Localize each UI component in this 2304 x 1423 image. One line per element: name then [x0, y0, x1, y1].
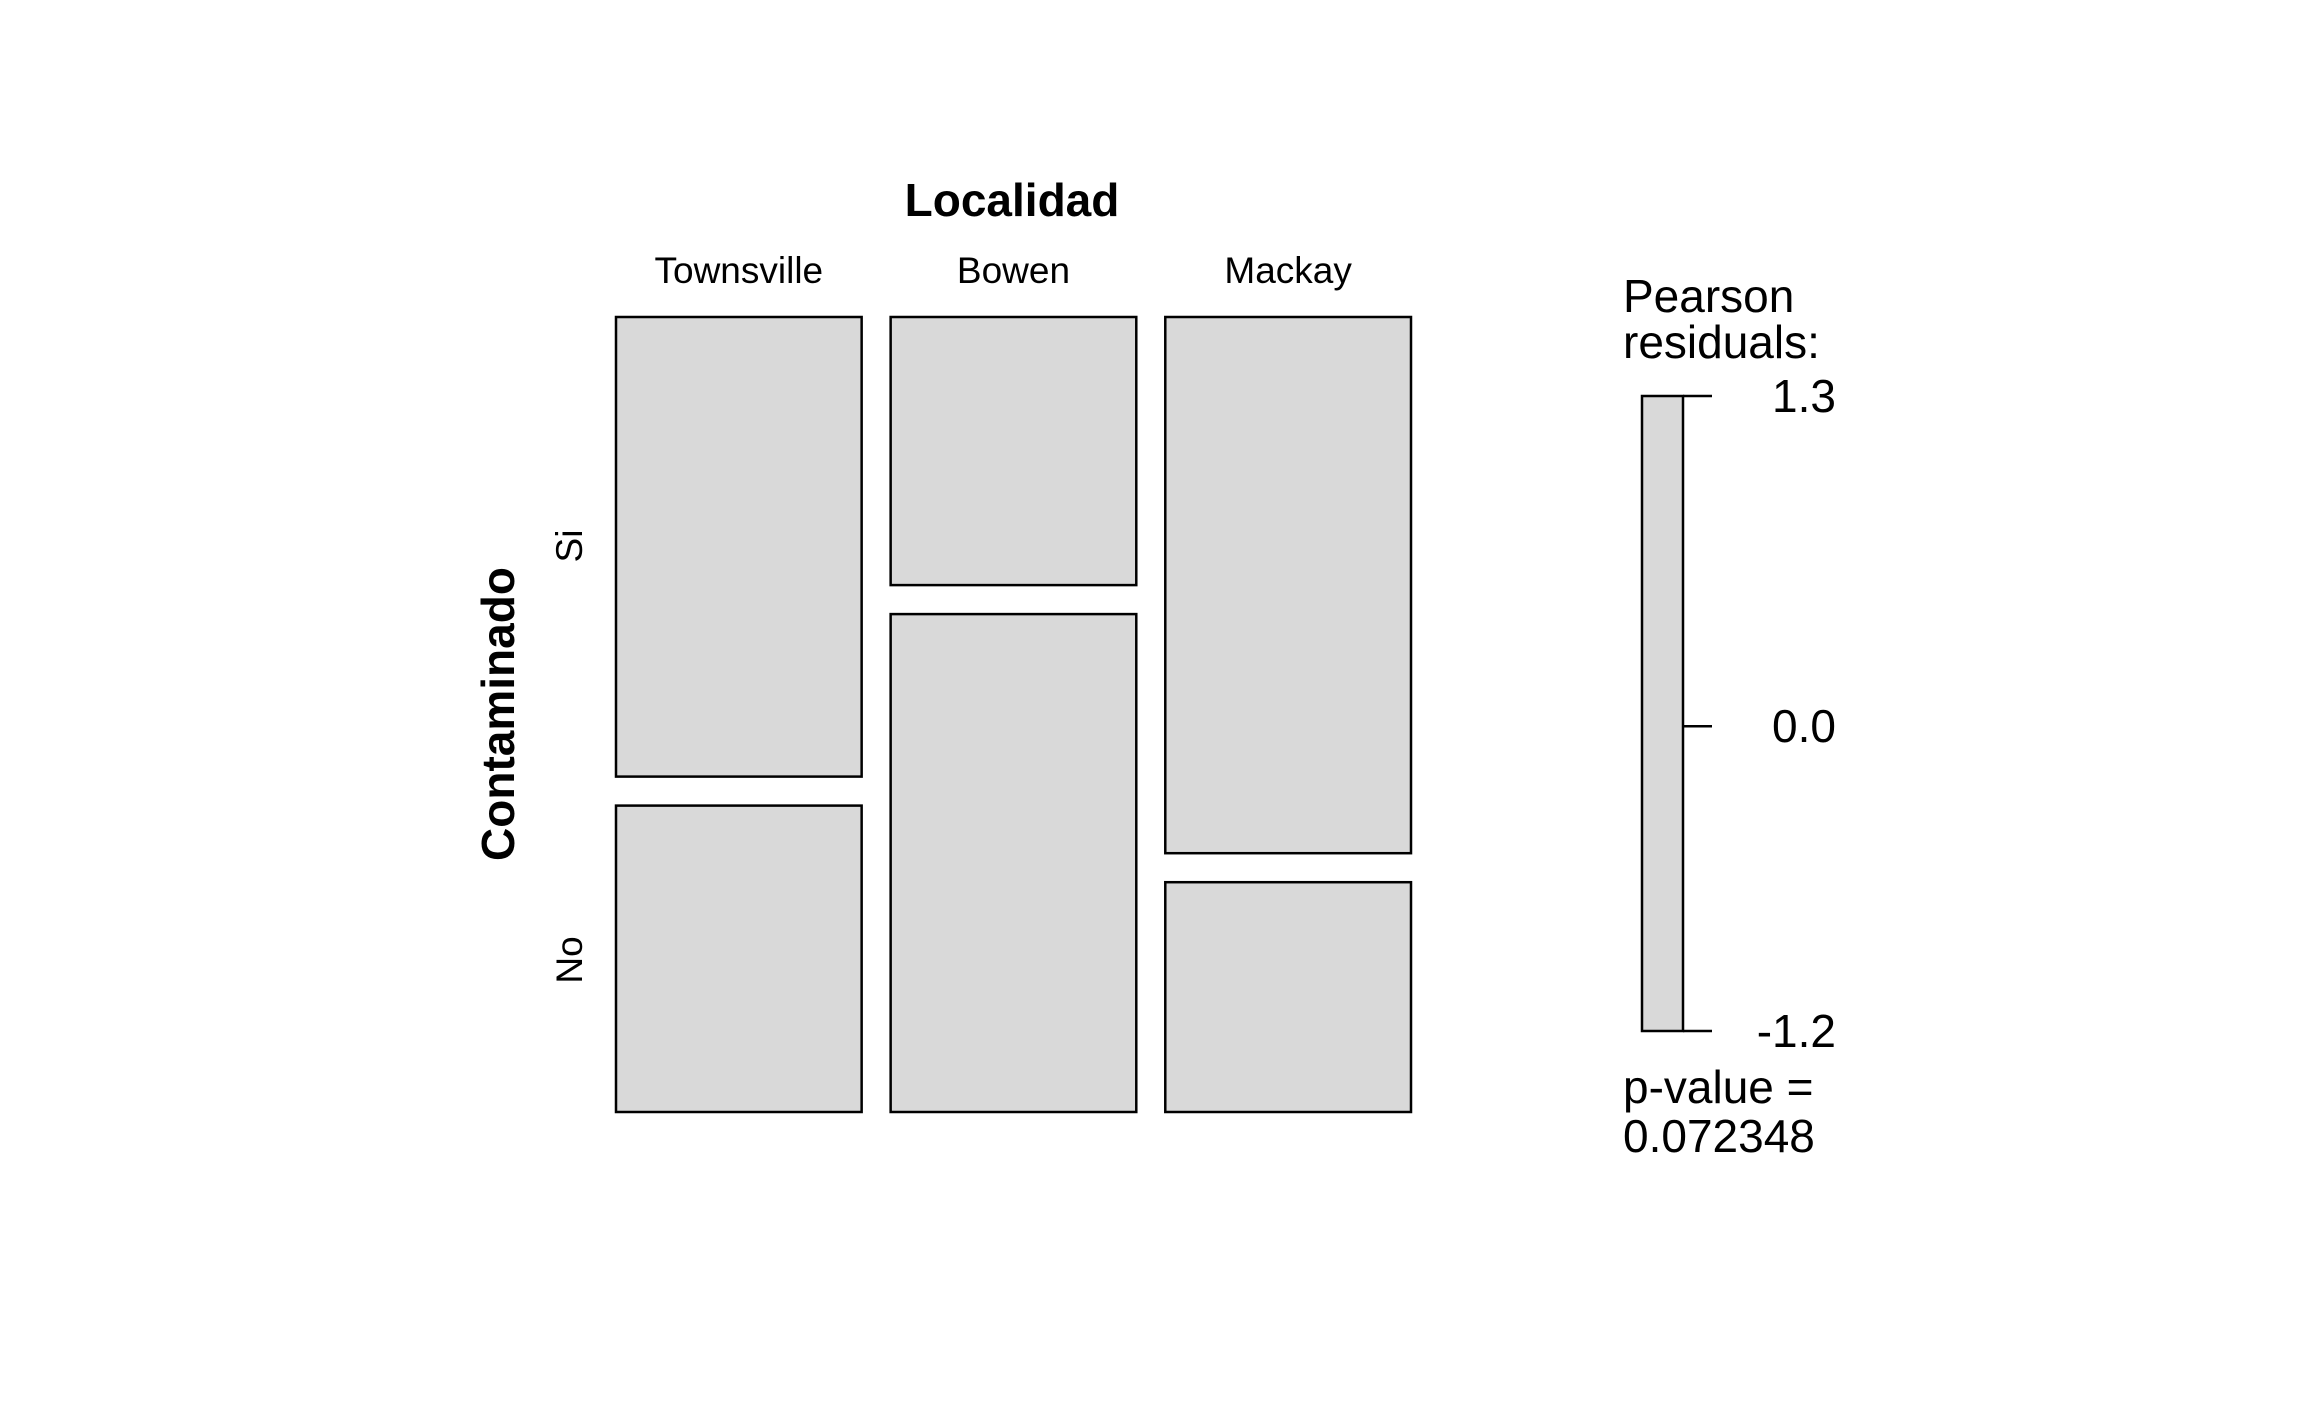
legend-ticks: 1.3 0.0 -1.2 [1683, 370, 1836, 1057]
row-label-si: Si [549, 530, 590, 563]
legend: Pearson residuals: 1.30.0-1.2 p-value = … [1623, 270, 1836, 1162]
tile-townsville-si [614, 315, 863, 778]
tile-mackay-no [1164, 880, 1413, 1114]
tile-townsville-no [614, 804, 863, 1114]
mosaic-tiles [614, 315, 1413, 1114]
legend-title-line2: residuals: [1623, 316, 1820, 368]
tile-bowen-si [889, 315, 1138, 587]
y-axis-label: Contaminado [472, 567, 524, 861]
legend-tick-label: -1.2 [1757, 1005, 1836, 1057]
column-label-townsville: Townsville [655, 250, 824, 291]
legend-color-bar [1640, 394, 1685, 1033]
legend-tick-label: 1.3 [1772, 370, 1836, 422]
row-labels: Si No [549, 530, 590, 984]
row-label-no: No [549, 936, 590, 983]
column-label-bowen: Bowen [957, 250, 1070, 291]
column-label-mackay: Mackay [1224, 250, 1352, 291]
legend-title-line1: Pearson [1623, 270, 1794, 322]
pvalue-line2: 0.072348 [1623, 1110, 1815, 1162]
legend-tick-label: 0.0 [1772, 700, 1836, 752]
pvalue-line1: p-value = [1623, 1061, 1814, 1113]
chart-title: Localidad [905, 174, 1120, 226]
tile-bowen-no [889, 612, 1138, 1114]
tile-mackay-si [1164, 315, 1413, 855]
column-labels: Townsville Bowen Mackay [655, 250, 1353, 291]
